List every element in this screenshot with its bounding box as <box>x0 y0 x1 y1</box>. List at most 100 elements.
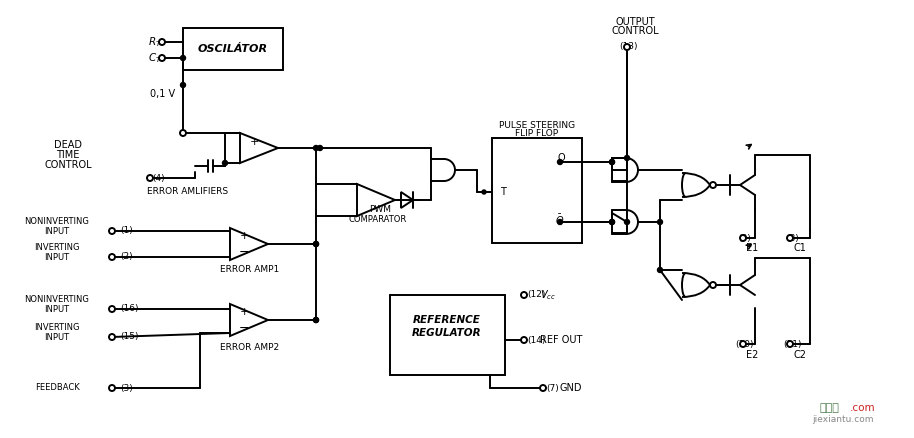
Text: TIME: TIME <box>57 150 80 160</box>
Text: (12): (12) <box>527 290 546 300</box>
Bar <box>390 295 505 375</box>
Circle shape <box>740 235 746 241</box>
Circle shape <box>624 155 630 160</box>
Text: (8): (8) <box>787 233 800 243</box>
Text: jiexiantu.com: jiexiantu.com <box>812 416 874 424</box>
Text: REF OUT: REF OUT <box>540 335 582 345</box>
Circle shape <box>540 385 546 391</box>
Text: C1: C1 <box>793 243 806 253</box>
Text: +: + <box>239 231 249 241</box>
Text: $V_{cc}$: $V_{cc}$ <box>540 288 556 302</box>
Circle shape <box>314 145 318 151</box>
Circle shape <box>109 334 115 340</box>
Circle shape <box>314 318 318 322</box>
Circle shape <box>558 219 562 225</box>
Circle shape <box>657 219 663 225</box>
Circle shape <box>109 254 115 260</box>
Circle shape <box>610 159 614 165</box>
Text: 接线图: 接线图 <box>820 403 840 413</box>
Circle shape <box>109 306 115 312</box>
Text: (1): (1) <box>120 226 133 236</box>
Text: INVERTING: INVERTING <box>34 324 80 332</box>
Text: REGULATOR: REGULATOR <box>412 328 482 338</box>
Circle shape <box>147 175 153 181</box>
Text: ERROR AMLIFIERS: ERROR AMLIFIERS <box>147 187 228 197</box>
Bar <box>183 28 283 70</box>
Circle shape <box>109 385 115 391</box>
Text: INPUT: INPUT <box>45 252 69 261</box>
Text: T: T <box>500 187 506 197</box>
Text: INPUT: INPUT <box>45 304 69 314</box>
Circle shape <box>657 268 663 272</box>
Text: FLIP FLOP: FLIP FLOP <box>515 128 558 138</box>
Text: GND: GND <box>560 383 582 393</box>
Text: INVERTING: INVERTING <box>34 244 80 252</box>
Circle shape <box>180 82 186 88</box>
Circle shape <box>314 241 318 247</box>
Text: −: − <box>239 321 250 335</box>
Circle shape <box>710 282 716 288</box>
Text: ERROR AMP1: ERROR AMP1 <box>220 265 280 275</box>
Text: INPUT: INPUT <box>45 332 69 342</box>
Circle shape <box>482 190 486 194</box>
Text: (10): (10) <box>736 339 754 349</box>
Text: (14): (14) <box>527 336 546 345</box>
Text: (15): (15) <box>120 332 139 342</box>
Circle shape <box>610 219 614 225</box>
Text: −: − <box>239 246 250 258</box>
Circle shape <box>159 39 165 45</box>
Text: NONINVERTING: NONINVERTING <box>25 218 90 226</box>
Text: 0,1 V: 0,1 V <box>150 89 175 99</box>
Circle shape <box>314 318 318 322</box>
Text: (11): (11) <box>783 339 802 349</box>
Text: COMPARATOR: COMPARATOR <box>349 215 407 225</box>
Circle shape <box>314 241 318 247</box>
Text: ERROR AMP2: ERROR AMP2 <box>220 343 279 352</box>
Text: INPUT: INPUT <box>45 226 69 236</box>
Circle shape <box>180 131 186 135</box>
Text: (2): (2) <box>120 252 133 261</box>
Text: OUTPUT: OUTPUT <box>615 17 654 27</box>
Circle shape <box>109 228 115 234</box>
Text: $C_T$: $C_T$ <box>148 51 162 65</box>
Circle shape <box>624 219 630 225</box>
Circle shape <box>180 56 186 60</box>
Circle shape <box>159 55 165 61</box>
Circle shape <box>787 235 793 241</box>
Text: (7): (7) <box>546 384 558 392</box>
Circle shape <box>610 219 614 225</box>
Circle shape <box>222 160 228 166</box>
Text: NONINVERTING: NONINVERTING <box>25 296 90 304</box>
Text: CONTROL: CONTROL <box>44 160 91 170</box>
Text: E2: E2 <box>746 350 759 360</box>
Circle shape <box>521 337 527 343</box>
Circle shape <box>610 159 614 165</box>
Circle shape <box>521 292 527 298</box>
Text: Q: Q <box>558 153 566 163</box>
Text: .com: .com <box>850 403 876 413</box>
Text: $R_T$: $R_T$ <box>148 35 162 49</box>
Text: $\bar{Q}$: $\bar{Q}$ <box>555 212 564 227</box>
Text: +: + <box>250 137 259 147</box>
Text: (16): (16) <box>120 304 139 314</box>
Text: REFERENCE: REFERENCE <box>413 315 481 325</box>
Bar <box>492 138 582 243</box>
Text: PULSE STEERING: PULSE STEERING <box>499 120 575 130</box>
Text: C2: C2 <box>793 350 806 360</box>
Circle shape <box>317 145 323 151</box>
Text: PWM: PWM <box>369 205 391 215</box>
Text: +: + <box>239 307 249 317</box>
Text: DEAD: DEAD <box>54 140 82 150</box>
Circle shape <box>558 159 562 165</box>
Circle shape <box>180 130 186 136</box>
Circle shape <box>787 341 793 347</box>
Text: E1: E1 <box>746 243 758 253</box>
Text: (3): (3) <box>120 384 133 392</box>
Text: (9): (9) <box>739 233 751 243</box>
Text: CONTROL: CONTROL <box>611 26 659 36</box>
Circle shape <box>624 44 630 50</box>
Circle shape <box>740 341 746 347</box>
Text: OSCILÁTOR: OSCILÁTOR <box>198 44 268 54</box>
Circle shape <box>710 182 716 188</box>
Text: (4): (4) <box>152 173 165 183</box>
